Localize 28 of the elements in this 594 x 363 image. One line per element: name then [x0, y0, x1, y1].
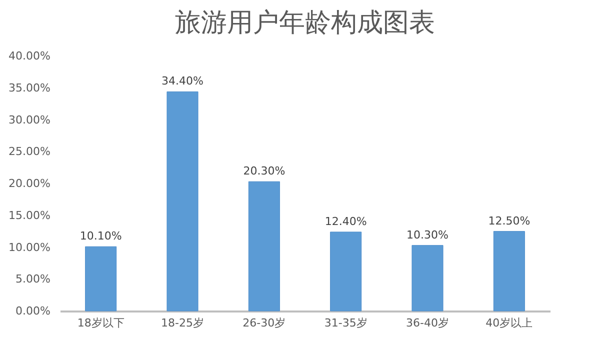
y-tick-label: 35.00% [8, 81, 50, 94]
y-tick-label: 0.00% [16, 304, 50, 318]
bar [330, 232, 362, 312]
data-label: 10.30% [406, 228, 448, 242]
bar [412, 245, 444, 312]
y-tick-label: 5.00% [16, 272, 50, 286]
bar [166, 91, 198, 312]
y-tick-label: 10.00% [8, 240, 50, 254]
bar [85, 246, 117, 312]
data-label: 12.40% [324, 214, 367, 228]
data-label: 12.50% [488, 214, 530, 228]
x-tick-label: 18岁以下 [77, 316, 124, 330]
y-tick-label: 40.00% [8, 50, 50, 62]
chart-title: 旅游用户年龄构成图表 [175, 8, 435, 38]
x-tick-label: 31-35岁 [324, 316, 368, 330]
bar [248, 181, 280, 312]
data-label: 20.30% [243, 164, 286, 178]
x-tick-label: 40岁以上 [486, 316, 533, 330]
y-tick-label: 25.00% [8, 145, 50, 158]
x-tick-label: 26-30岁 [242, 316, 286, 330]
data-label: 34.40% [162, 74, 204, 88]
x-tick-label: 18-25岁 [161, 316, 204, 330]
y-tick-label: 20.00% [8, 177, 50, 190]
y-tick-label: 30.00% [8, 113, 50, 126]
data-label: 10.10% [80, 230, 122, 243]
y-tick-label: 15.00% [8, 208, 50, 222]
bar [493, 231, 525, 312]
x-tick-label: 36-40岁 [406, 316, 449, 330]
